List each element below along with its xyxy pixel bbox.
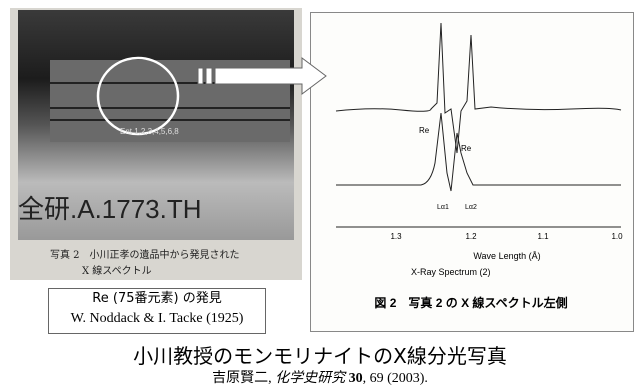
tick-label: 1.3 [390,232,402,241]
photo-caption: X 線スペクトル [82,262,152,277]
figure-caption: 図 2 写真 2 の X 線スペクトル左側 [374,295,567,310]
handwriting: 全研.A.1773.TH [18,194,202,224]
photo: Ent 1,2,3,4,5,6,8 全研.A.1773.TH 写真 2 小川正孝… [10,8,302,280]
peak-label: Re [461,144,472,153]
spectrum: Re Re Lα1 Lα2 1.3 1.2 1.1 1.0 Wave Lengt… [311,13,633,331]
citation-journal: 化学史研究 [275,371,345,386]
tick-label: 1.1 [537,232,549,241]
discovery-box: Re (75番元素) の発見 W. Noddack & I. Tacke (19… [48,288,266,334]
spectrum-figure: Re Re Lα1 Lα2 1.3 1.2 1.1 1.0 Wave Lengt… [310,12,634,332]
discovery-authors: W. Noddack & I. Tacke (1925) [49,309,265,329]
peak-label: Lα2 [465,204,477,211]
citation-author: 吉原賢二, [212,371,275,386]
discovery-title: Re (75番元素) の発見 [49,289,265,309]
spectrum-curve [336,113,621,191]
slide-title: 小川教授のモンモリナイトのX線分光写真 [0,340,640,369]
citation-volume: 30 [349,371,363,386]
spectrum-subtitle: X-Ray Spectrum (2) [411,267,491,277]
tick-label: 1.0 [611,232,623,241]
citation-rest: , 69 (2003). [363,371,428,386]
peak-label: Lα1 [437,204,449,211]
photo-caption: 写真 2 小川正孝の遺品中から発見された [50,246,240,261]
peak-label: Re [419,126,430,135]
arrow [190,56,330,96]
photo-overlay: Ent 1,2,3,4,5,6,8 全研.A.1773.TH [10,8,302,280]
axis-label: Wave Length (Å) [473,251,540,261]
plate-label: Ent 1,2,3,4,5,6,8 [120,127,179,136]
spectrum-curve [336,23,621,153]
slide: Ent 1,2,3,4,5,6,8 全研.A.1773.TH 写真 2 小川正孝… [0,0,640,387]
tick-label: 1.2 [465,232,477,241]
citation: 吉原賢二, 化学史研究 30, 69 (2003). [0,367,640,387]
